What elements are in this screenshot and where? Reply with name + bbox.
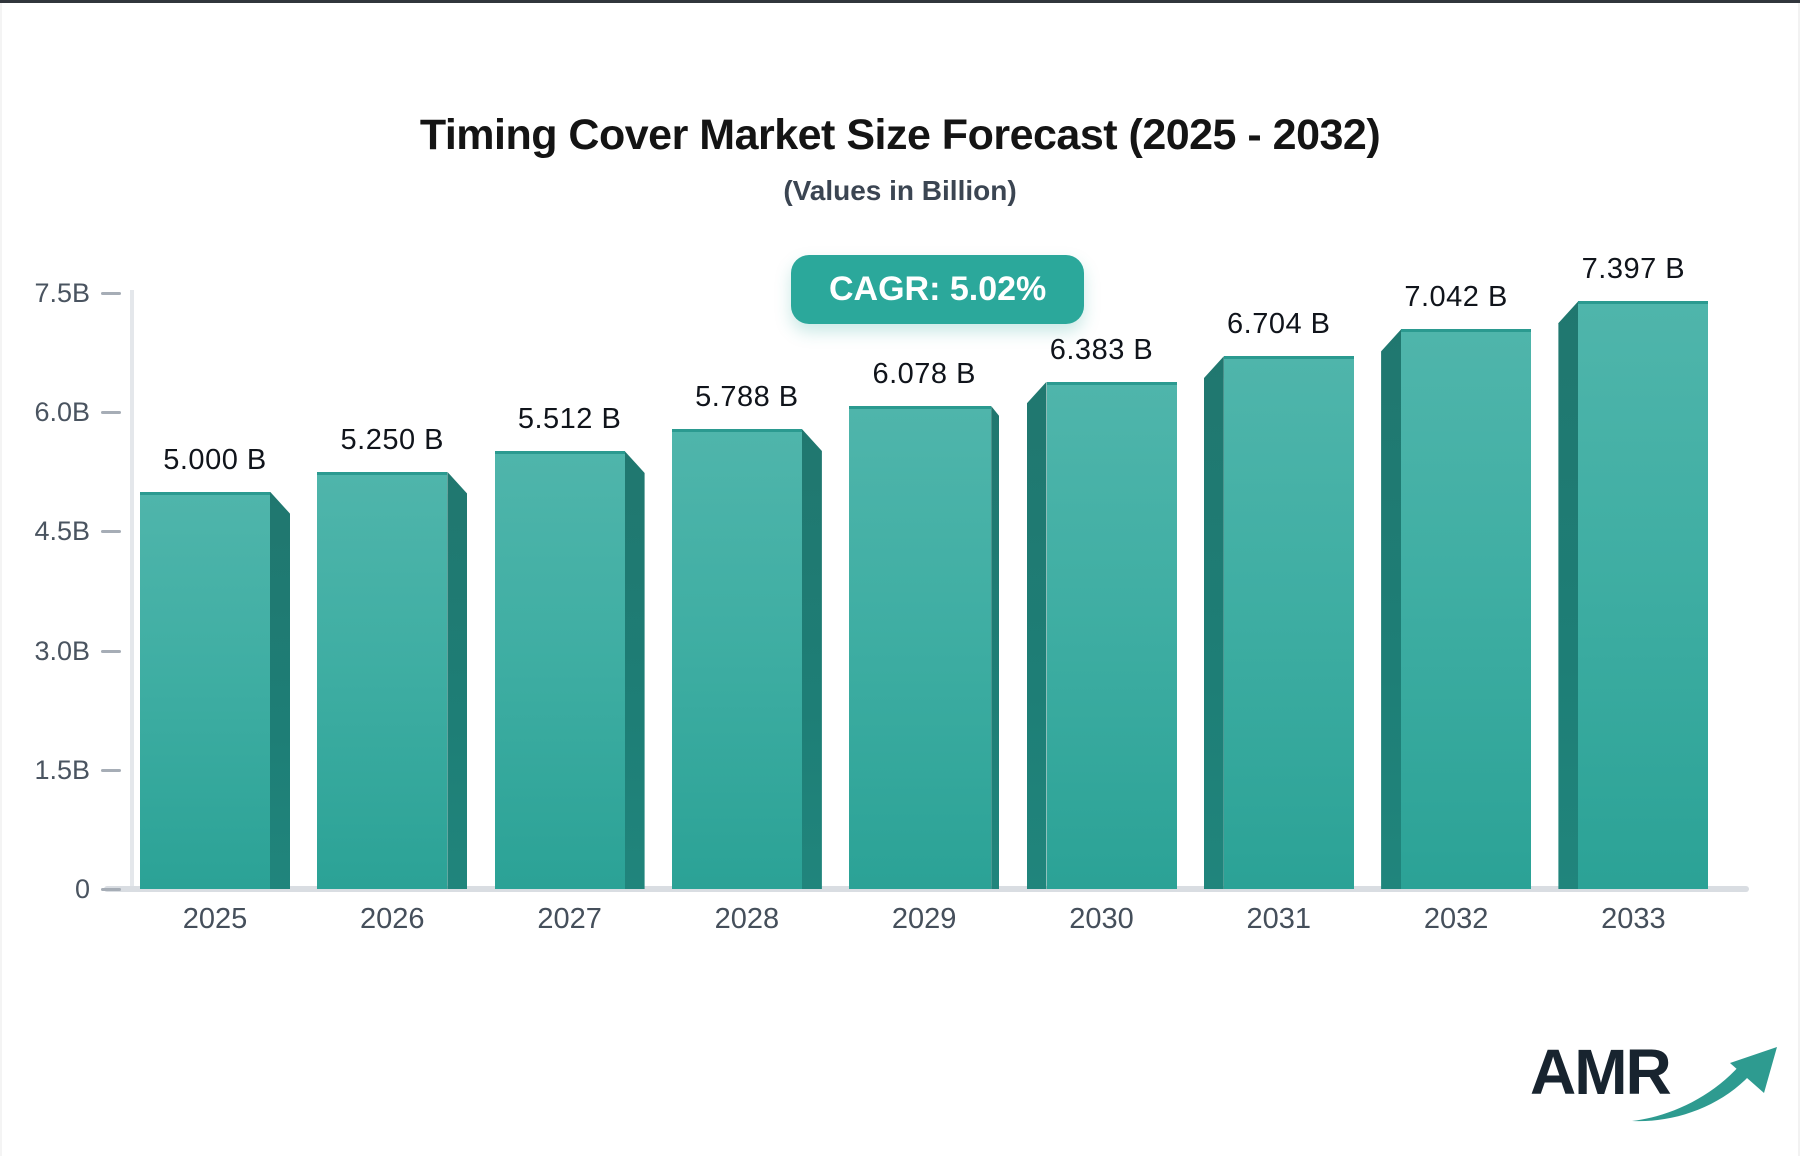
bar-front-face	[1046, 381, 1177, 889]
chart-page: Timing Cover Market Size Forecast (2025 …	[0, 3, 1800, 1156]
y-tick-label-1.5B: 1.5B	[34, 754, 90, 785]
bar-value-label-2030: 6.383 B	[1049, 333, 1154, 366]
y-tick-dash	[101, 649, 121, 653]
bar-side-face	[991, 406, 1000, 889]
bar-2026[interactable]	[317, 471, 468, 889]
y-tick-label-0: 0	[74, 874, 90, 904]
y-tick-dash	[101, 768, 121, 772]
bar-2029[interactable]	[849, 406, 1000, 889]
y-tick-label-4.5B: 4.5B	[34, 516, 90, 547]
bar-2030[interactable]	[1026, 381, 1177, 889]
bar-2025[interactable]	[140, 491, 290, 889]
bar-value-label-2025: 5.000 B	[163, 443, 267, 476]
bar-2031[interactable]	[1203, 356, 1354, 889]
bar-value-label-2031: 6.704 B	[1227, 308, 1331, 341]
x-tick-label-2029: 2029	[891, 903, 957, 935]
x-axis-baseline	[104, 886, 1749, 892]
bar-front-face	[849, 406, 992, 889]
y-tick-label-7.5B: 7.5B	[34, 278, 90, 308]
x-tick-label-2027: 2027	[537, 903, 602, 935]
bar-value-label-2026: 5.250 B	[340, 423, 445, 456]
bar-side-face	[1203, 356, 1224, 889]
x-tick-label-2030: 2030	[1069, 903, 1134, 935]
bar-side-face	[447, 471, 468, 889]
bar-value-label-2027: 5.512 B	[517, 402, 622, 435]
y-axis-line	[130, 290, 134, 891]
bar-front-face	[317, 471, 448, 889]
x-tick-label-2025: 2025	[182, 903, 248, 935]
bar-value-label-2029: 6.078 B	[872, 358, 976, 390]
y-tick-label-3.0B: 3.0B	[34, 635, 90, 666]
bar-value-label-2028: 5.788 B	[695, 381, 799, 414]
bar-front-face	[1578, 301, 1709, 889]
bar-side-face	[1381, 329, 1402, 889]
x-tick-label-2031: 2031	[1246, 903, 1312, 935]
x-tick-label-2028: 2028	[714, 903, 780, 935]
bar-front-face	[671, 429, 802, 889]
amr-logo-text: AMR	[1530, 1036, 1672, 1108]
y-tick-dash	[101, 530, 121, 534]
bar-value-label-2033: 7.397 B	[1581, 253, 1686, 286]
bar-side-face	[1026, 381, 1047, 889]
cagr-badge: CAGR: 5.02%	[791, 255, 1085, 324]
bar-value-label-2032: 7.042 B	[1404, 281, 1508, 314]
y-tick-dash	[101, 411, 121, 415]
x-tick-label-2026: 2026	[360, 903, 425, 935]
y-tick-dash	[101, 888, 121, 891]
bar-side-face	[270, 491, 290, 889]
y-tick-dash	[101, 292, 121, 295]
bar-2032[interactable]	[1381, 329, 1532, 889]
bar-side-face	[624, 450, 645, 889]
bar-side-face	[801, 429, 822, 889]
bar-front-face	[1401, 329, 1532, 889]
bar-2028[interactable]	[671, 429, 822, 889]
bar-2027[interactable]	[494, 450, 645, 889]
bar-2033[interactable]	[1558, 301, 1709, 889]
x-tick-label-2032: 2032	[1423, 903, 1489, 935]
growth-arrow-icon	[1632, 1047, 1777, 1122]
chart-title: Timing Cover Market Size Forecast (2025 …	[419, 111, 1381, 159]
y-tick-label-6.0B: 6.0B	[34, 397, 90, 428]
bar-front-face	[140, 491, 270, 889]
chart-subtitle: (Values in Billion)	[783, 175, 1017, 206]
bar-front-face	[494, 450, 625, 889]
amr-logo: AMR	[1530, 1035, 1780, 1130]
bar-front-face	[1223, 356, 1354, 889]
x-tick-label-2033: 2033	[1601, 903, 1666, 935]
bar-side-face	[1558, 301, 1579, 889]
